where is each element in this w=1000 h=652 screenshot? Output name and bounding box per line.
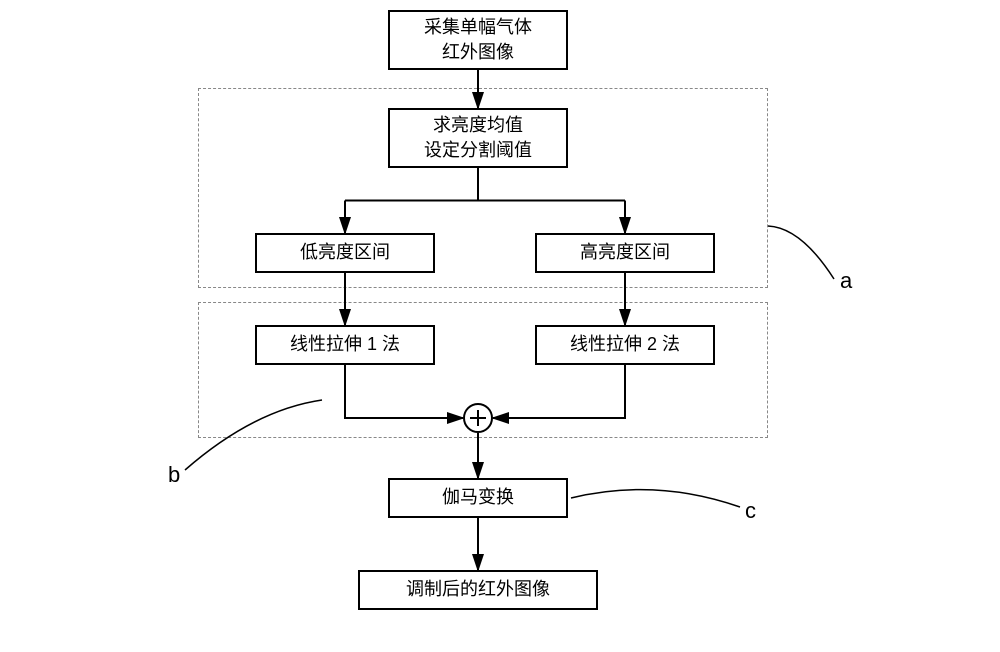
label-c: c — [745, 498, 756, 524]
node-linear-stretch-2: 线性拉伸 2 法 — [535, 325, 715, 365]
label-b: b — [168, 462, 180, 488]
node-text: 低亮度区间 — [300, 240, 390, 265]
node-low-brightness: 低亮度区间 — [255, 233, 435, 273]
node-text: 采集单幅气体红外图像 — [424, 15, 532, 65]
node-text: 调制后的红外图像 — [406, 577, 550, 602]
node-text: 伽马变换 — [442, 485, 514, 510]
combiner-plus-icon — [463, 403, 493, 433]
node-mean-threshold: 求亮度均值设定分割阈值 — [388, 108, 568, 168]
node-text: 线性拉伸 1 法 — [290, 332, 400, 357]
node-acquire-image: 采集单幅气体红外图像 — [388, 10, 568, 70]
node-gamma-transform: 伽马变换 — [388, 478, 568, 518]
node-text: 求亮度均值设定分割阈值 — [424, 113, 532, 163]
node-output-image: 调制后的红外图像 — [358, 570, 598, 610]
node-linear-stretch-1: 线性拉伸 1 法 — [255, 325, 435, 365]
node-text: 线性拉伸 2 法 — [570, 332, 680, 357]
node-high-brightness: 高亮度区间 — [535, 233, 715, 273]
node-text: 高亮度区间 — [580, 240, 670, 265]
label-a: a — [840, 268, 852, 294]
